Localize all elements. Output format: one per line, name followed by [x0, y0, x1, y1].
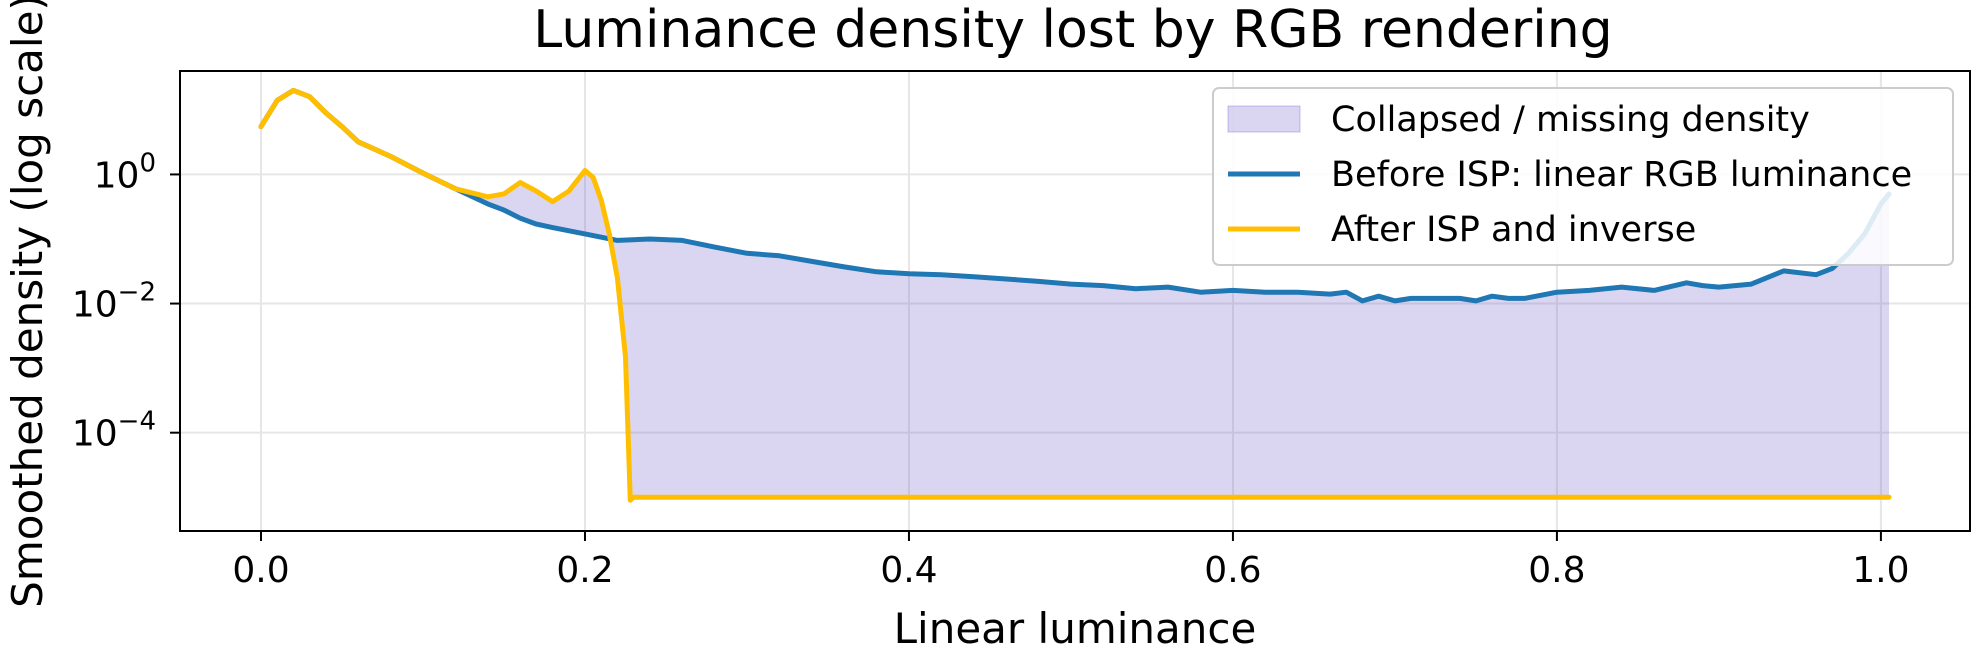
x-axis-ticks: 0.0 0.2 0.4 0.6 0.8 1.0 [232, 531, 1910, 591]
legend-before-label: Before ISP: linear RGB luminance [1331, 155, 1912, 195]
y-tick-label-0: 10−4 [72, 407, 156, 455]
before-isp-line [258, 87, 1892, 304]
missing-density-fill [261, 90, 1889, 501]
legend: Collapsed / missing density Before ISP: … [1212, 87, 1954, 266]
x-tick-label-0: 0.0 [232, 550, 289, 591]
legend-fill-swatch [1227, 105, 1301, 133]
y-tick-label-1: 10−2 [72, 278, 156, 326]
legend-after-label: After ISP and inverse [1331, 210, 1696, 250]
legend-box [1212, 87, 1954, 266]
y-axis-ticks: 10−4 10−2 100 [72, 148, 180, 455]
x-tick-label-1: 0.2 [556, 550, 613, 591]
plot-frame [179, 70, 1971, 532]
x-tick-label-4: 0.8 [1528, 550, 1585, 591]
x-tick-label-2: 0.4 [880, 550, 937, 591]
y-tick-label-2: 100 [94, 148, 156, 196]
y-axis-label: Smoothed density (log scale) [3, 0, 52, 608]
x-tick-label-3: 0.6 [1204, 550, 1261, 591]
legend-fill-label: Collapsed / missing density [1331, 100, 1810, 140]
chart-title: Luminance density lost by RGB rendering [533, 0, 1612, 60]
x-tick-label-5: 1.0 [1852, 550, 1909, 591]
x-axis-label: Linear luminance [894, 604, 1257, 653]
after-isp-line [258, 87, 1892, 503]
